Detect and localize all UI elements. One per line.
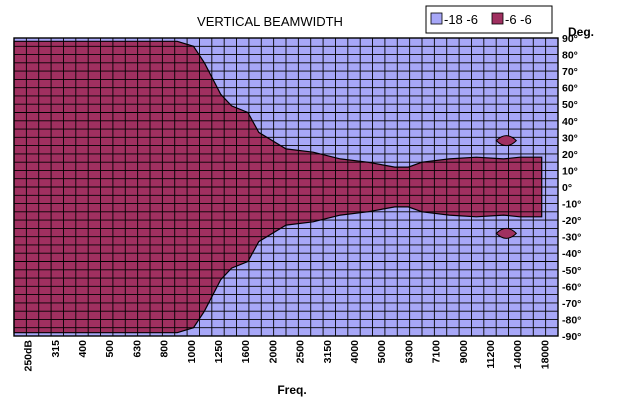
y-tick-label: 20° (562, 149, 578, 161)
x-tick-label: 630 (131, 340, 143, 358)
y-tick-label: 0° (562, 182, 572, 194)
y-axis-ticks: 90° 80° 70° 60° 50° 40° 30° 20° 10° 0° -10° -20° -30… (562, 33, 581, 343)
plot-area (13, 37, 559, 337)
x-tick-label: 250dB (23, 340, 35, 372)
x-tick-label: 400 (77, 340, 89, 358)
y-tick-label: 60° (562, 83, 578, 95)
legend-swatch-2 (491, 12, 504, 25)
y-tick-label: 80° (562, 50, 578, 62)
x-tick-label: 2000 (267, 340, 279, 364)
x-tick-label: 500 (104, 340, 116, 358)
x-tick-label: 14000 (512, 340, 524, 369)
y-tick-label: -50° (562, 265, 581, 277)
legend-label-1: -18 -6 (444, 12, 478, 27)
x-tick-label: 9000 (458, 340, 470, 364)
chart-title: VERTICAL BEAMWIDTH (197, 14, 343, 29)
contour-lobe (495, 135, 518, 147)
legend: -18 -6 -6 -6 (425, 5, 553, 34)
y-tick-label: -70° (562, 298, 581, 310)
legend-box (425, 5, 553, 34)
x-tick-label: 1250 (213, 340, 225, 364)
y-tick-label: -40° (562, 248, 581, 260)
y-tick-label: 10° (562, 165, 578, 177)
y-tick-label: 90° (562, 33, 578, 45)
y-tick-label: -80° (562, 314, 581, 326)
x-tick-label: 11200 (485, 340, 497, 369)
y-tick-label: -60° (562, 281, 581, 293)
y-tick-label: -30° (562, 232, 581, 244)
y-axis-label: Deg. (568, 25, 594, 39)
x-tick-label: 7100 (431, 340, 443, 364)
x-tick-label: 3150 (322, 340, 334, 364)
y-tick-label: 70° (562, 66, 578, 78)
x-tick-label: 4000 (349, 340, 361, 364)
y-tick-label: 30° (562, 132, 578, 144)
y-tick-label: 50° (562, 99, 578, 111)
x-tick-label: 5000 (376, 340, 388, 364)
x-axis-label: Freq. (277, 383, 306, 397)
x-tick-label: 18000 (539, 340, 551, 369)
x-tick-label: 1600 (240, 340, 252, 364)
x-tick-label: 2500 (295, 340, 307, 364)
contour-lobe (495, 227, 518, 239)
y-tick-label: -20° (562, 215, 581, 227)
x-tick-label: 800 (159, 340, 171, 358)
legend-swatch-1 (430, 12, 443, 25)
y-tick-label: -90° (562, 331, 581, 343)
x-tick-label: 1000 (186, 340, 198, 364)
x-axis-ticks: 250dB 315 400 500 630 800 1000 1250 1600 2000 2500… (23, 340, 552, 372)
y-tick-label: -10° (562, 199, 581, 211)
plot-frame (13, 37, 559, 337)
y-tick-label: 40° (562, 116, 578, 128)
x-tick-label: 315 (50, 340, 62, 358)
x-tick-label: 6300 (403, 340, 415, 364)
legend-label-2: -6 -6 (505, 12, 532, 27)
